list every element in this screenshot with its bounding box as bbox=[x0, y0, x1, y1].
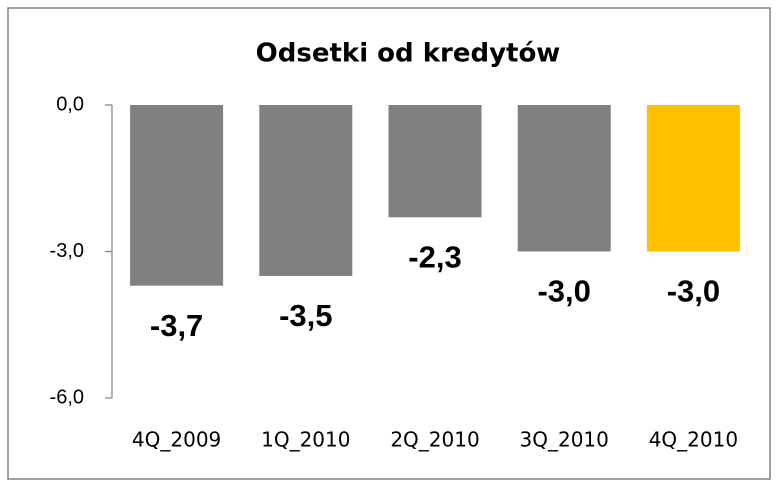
y-tick-label: 0,0 bbox=[56, 93, 84, 115]
x-tick-label: 4Q_2010 bbox=[649, 428, 738, 452]
data-label: -3,7 bbox=[150, 308, 203, 343]
data-label: -3,5 bbox=[279, 298, 332, 333]
y-tick-label: -3,0 bbox=[50, 240, 84, 262]
x-tick-label: 3Q_2010 bbox=[520, 428, 609, 452]
bar bbox=[517, 105, 611, 252]
y-tick-label: -6,0 bbox=[50, 386, 84, 408]
bar bbox=[646, 105, 740, 252]
data-label: -2,3 bbox=[408, 240, 461, 275]
x-tick-label: 4Q_2009 bbox=[132, 428, 221, 452]
chart-title: Odsetki od kredytów bbox=[256, 39, 561, 69]
bar bbox=[130, 105, 224, 286]
data-label: -3,0 bbox=[537, 274, 590, 309]
bar bbox=[259, 105, 353, 276]
x-tick-label: 2Q_2010 bbox=[390, 428, 479, 452]
x-tick-label: 1Q_2010 bbox=[261, 428, 350, 452]
bar bbox=[388, 105, 482, 218]
data-label: -3,0 bbox=[667, 274, 720, 309]
